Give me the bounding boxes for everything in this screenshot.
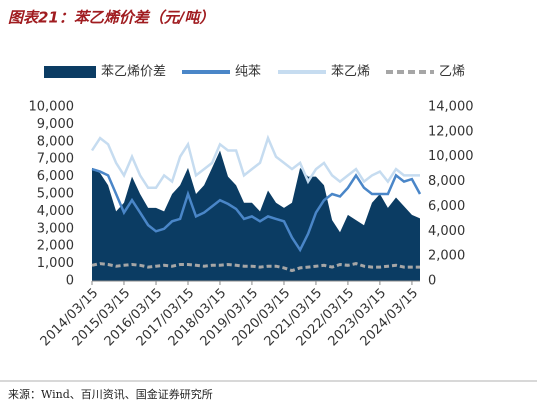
y-tick-label: 3,000	[37, 221, 74, 236]
y-tick-label: 10,000	[29, 100, 75, 115]
legend-label: 乙烯	[439, 65, 465, 80]
y-tick-label: 2,000	[37, 239, 74, 254]
y2-tick-label: 10,000	[428, 149, 474, 164]
y-tick-label: 5,000	[37, 187, 74, 202]
y2-tick-label: 0	[428, 274, 436, 289]
line	[90, 134, 420, 190]
source: 来源：Wind、百川资讯、国金证券研究所	[8, 387, 213, 401]
y2-tick-label: 2,000	[428, 249, 465, 264]
line	[91, 167, 422, 253]
y2-tick-label: 14,000	[428, 100, 474, 115]
y-tick-label: 4,000	[37, 204, 74, 219]
legend-label: 苯乙烯	[331, 65, 370, 80]
legend-label: 纯苯	[235, 65, 261, 80]
y-tick-label: 7,000	[37, 152, 74, 167]
y-tick-label: 0	[66, 274, 74, 289]
area	[92, 150, 420, 281]
y2-tick-label: 12,000	[428, 124, 474, 139]
y-tick-label: 1,000	[37, 256, 74, 271]
y2-tick-label: 8,000	[428, 174, 465, 189]
y-tick-label: 8,000	[37, 134, 74, 149]
y-tick-label: 9,000	[37, 117, 74, 132]
y2-tick-label: 4,000	[428, 224, 465, 239]
y2-tick-label: 6,000	[428, 199, 465, 214]
legend-swatch	[44, 66, 96, 78]
y-tick-label: 6,000	[37, 169, 74, 184]
legend-label: 苯乙烯价差	[101, 65, 166, 80]
chart-title: 图表21：苯乙烯价差（元/吨）	[8, 9, 214, 27]
